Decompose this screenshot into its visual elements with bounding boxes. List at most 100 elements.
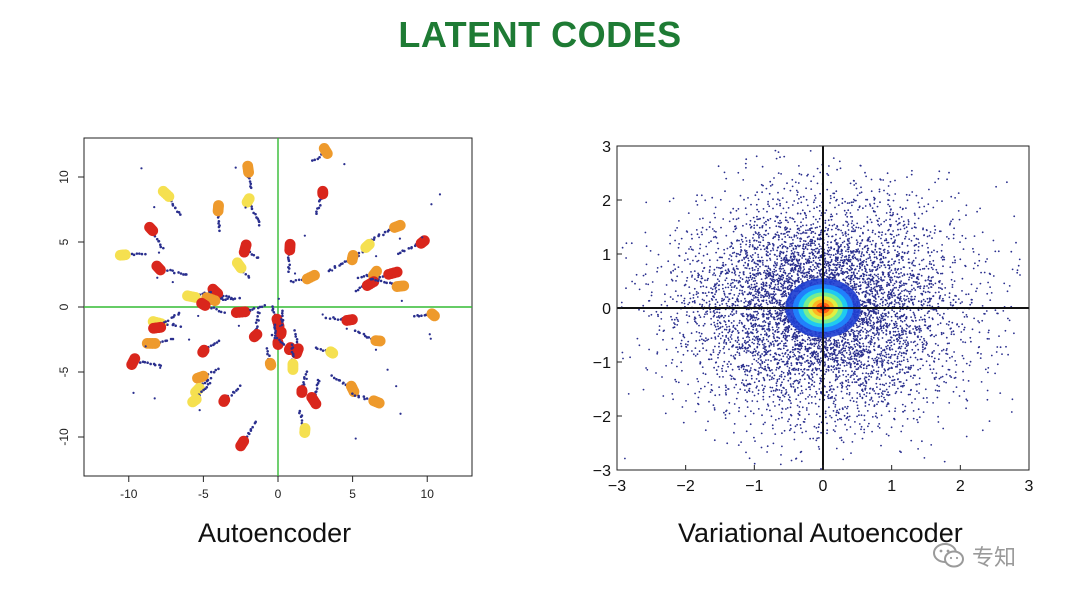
ae-cluster <box>264 347 277 371</box>
ae-point <box>217 309 221 313</box>
vae-point <box>950 376 953 378</box>
ae-cluster <box>148 311 181 334</box>
vae-point <box>863 259 865 262</box>
vae-point <box>965 362 968 365</box>
vae-point <box>757 218 760 221</box>
vae-point <box>817 362 820 364</box>
vae-point <box>797 202 799 205</box>
vae-point <box>842 458 845 461</box>
vae-point <box>703 266 706 269</box>
vae-point <box>854 288 857 291</box>
ae-cluster-blob <box>248 331 260 343</box>
vae-point <box>803 240 805 242</box>
vae-point <box>731 304 734 307</box>
vae-point <box>935 376 937 379</box>
ae-point <box>399 412 402 415</box>
vae-point <box>735 287 738 290</box>
vae-point <box>755 239 758 242</box>
ae-point <box>315 387 319 390</box>
ae-point <box>187 338 191 341</box>
vae-point <box>871 207 874 209</box>
vae-point <box>694 278 696 280</box>
ae-point <box>209 290 213 294</box>
vae-point <box>880 234 883 236</box>
vae-point <box>737 339 740 342</box>
vae-point <box>755 285 758 288</box>
vae-point <box>913 252 916 254</box>
vae-point <box>889 218 891 221</box>
vae-point <box>755 360 758 362</box>
ae-point <box>302 381 305 384</box>
vae-point <box>818 388 821 390</box>
ae-point <box>205 386 209 389</box>
vae-point <box>743 384 746 387</box>
vae-point <box>832 410 835 412</box>
ae-point <box>244 272 248 276</box>
vae-point <box>677 381 680 384</box>
vae-point <box>961 277 964 280</box>
vae-point <box>856 272 858 275</box>
vae-point <box>861 251 863 253</box>
vae-point <box>722 299 725 302</box>
vae-point <box>798 361 801 364</box>
vae-point <box>970 298 973 301</box>
ae-point <box>213 342 216 345</box>
ae-cluster-blob <box>114 249 126 261</box>
vae-point <box>835 238 837 241</box>
vae-point <box>745 276 748 279</box>
vae-point <box>920 292 923 295</box>
vae-point <box>772 442 775 445</box>
vae-point <box>940 376 942 379</box>
vae-point <box>875 274 878 277</box>
vae-point <box>917 421 919 424</box>
vae-point <box>691 350 693 352</box>
vae-point <box>946 236 948 238</box>
vae-point <box>709 311 712 313</box>
vae-point <box>875 242 877 245</box>
vae-point <box>819 345 821 348</box>
vae-point <box>880 326 883 328</box>
vae-point <box>764 365 766 368</box>
vae-point <box>870 324 873 327</box>
vae-point <box>800 225 802 228</box>
vae-point <box>738 274 740 277</box>
vae-point <box>648 315 650 317</box>
ae-point <box>354 437 357 440</box>
vae-point <box>894 179 896 182</box>
vae-point <box>854 256 856 259</box>
vae-point <box>760 235 763 238</box>
vae-point <box>819 254 822 257</box>
ae-point <box>172 322 175 326</box>
vae-point <box>751 363 754 365</box>
vae-point <box>905 226 908 229</box>
vae-point <box>787 207 790 209</box>
vae-point <box>926 304 929 307</box>
vae-point <box>945 381 947 384</box>
vae-point <box>912 303 915 306</box>
vae-point <box>883 239 886 242</box>
vae-point <box>776 255 778 258</box>
vae-point <box>844 360 847 362</box>
vae-point <box>733 403 736 405</box>
vae-point <box>734 300 737 303</box>
vae-point <box>801 345 803 348</box>
ae-point <box>416 314 419 317</box>
vae-point <box>715 369 718 372</box>
vae-point <box>721 335 724 337</box>
vae-point <box>769 349 772 352</box>
vae-point <box>755 232 757 235</box>
vae-point <box>711 292 714 294</box>
ae-point <box>166 269 169 272</box>
ae-cluster <box>197 339 221 358</box>
ae-cluster-blob <box>317 185 329 197</box>
vae-point <box>779 222 781 225</box>
vae-point <box>880 276 882 279</box>
vae-point <box>753 348 756 351</box>
vae-point <box>931 372 934 374</box>
vae-point <box>989 286 991 288</box>
vae-point <box>811 253 814 256</box>
vae-point <box>876 364 878 366</box>
vae-point <box>930 444 933 446</box>
vae-point <box>797 350 799 353</box>
vae-point <box>1019 274 1021 276</box>
